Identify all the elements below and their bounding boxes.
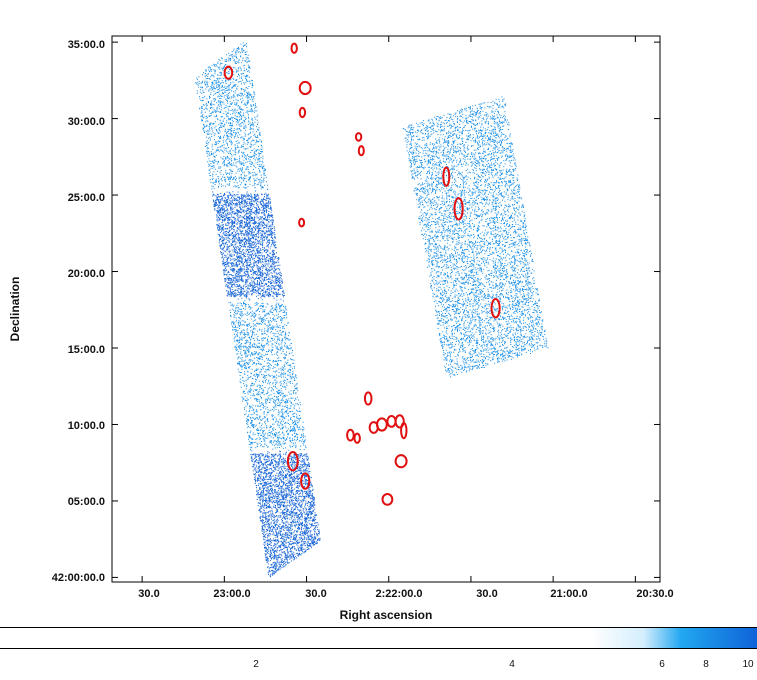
colorbar-gradient [0, 627, 757, 649]
source-region-ellipse [298, 106, 307, 119]
event-dots-high-density [212, 190, 321, 578]
source-region-ellipse [363, 391, 373, 406]
x-tick-label: 23:00.0 [213, 588, 250, 600]
x-tick-label: 30.0 [305, 588, 326, 600]
source-regions [223, 42, 501, 506]
event-dots-low-density [195, 42, 549, 452]
source-region-ellipse [223, 65, 234, 80]
y-tick-label: 30:00.0 [68, 116, 105, 128]
y-tick-labels: 35:00.0 30:00.0 25:00.0 20:00.0 15:00.0 … [52, 39, 105, 584]
source-region-ellipse [490, 298, 501, 319]
source-region-ellipse [386, 415, 397, 428]
x-axis-title: Right ascension [340, 608, 433, 622]
source-region-ellipse [298, 80, 312, 96]
colorbar-tick-label: 4 [509, 659, 515, 670]
source-region-ellipse [394, 454, 408, 469]
y-tick-label: 10:00.0 [68, 420, 105, 432]
source-region-ellipse [286, 451, 299, 472]
source-region-ellipse [376, 417, 388, 432]
x-tick-label: 2:22:00.0 [375, 588, 422, 600]
source-region-ellipse [346, 428, 355, 442]
x-tick-label: 30.0 [476, 588, 497, 600]
colorbar-tick-label: 8 [703, 659, 709, 670]
source-region-ellipse [354, 132, 363, 142]
source-region-ellipse [353, 432, 361, 444]
colorbar-tick-label: 2 [253, 659, 259, 670]
y-tick-label: 20:00.0 [68, 268, 105, 280]
source-region-ellipse [290, 42, 298, 54]
colorbar-tick-label: 6 [659, 659, 665, 670]
y-tick-label: 42:00:00.0 [52, 572, 105, 584]
x-tick-label: 30.0 [138, 588, 159, 600]
y-axis-title: Declination [8, 277, 22, 342]
colorbar-tick-label: 10 [742, 659, 754, 670]
axis-ticks [112, 36, 660, 582]
x-tick-label: 20:30.0 [636, 588, 673, 600]
y-tick-label: 35:00.0 [68, 39, 105, 51]
source-region-ellipse [394, 414, 405, 429]
x-tick-labels: 30.0 23:00.0 30.0 2:22:00.0 30.0 21:00.0… [138, 588, 673, 600]
y-tick-label: 15:00.0 [68, 344, 105, 356]
plot-frame [111, 35, 661, 583]
source-region-ellipse [300, 472, 311, 490]
x-tick-label: 21:00.0 [550, 588, 587, 600]
colorbar: 2 4 6 8 10 [0, 627, 757, 670]
source-region-ellipse [298, 217, 306, 228]
event-scatter [195, 42, 549, 578]
source-region-ellipse [357, 145, 365, 157]
plot-area [111, 35, 661, 583]
source-region-ellipse [381, 493, 394, 506]
source-region-ellipse [453, 197, 464, 221]
source-region-ellipse [400, 422, 408, 440]
y-tick-label: 25:00.0 [68, 192, 105, 204]
source-region-ellipse [442, 166, 451, 187]
y-tick-label: 05:00.0 [68, 496, 105, 508]
